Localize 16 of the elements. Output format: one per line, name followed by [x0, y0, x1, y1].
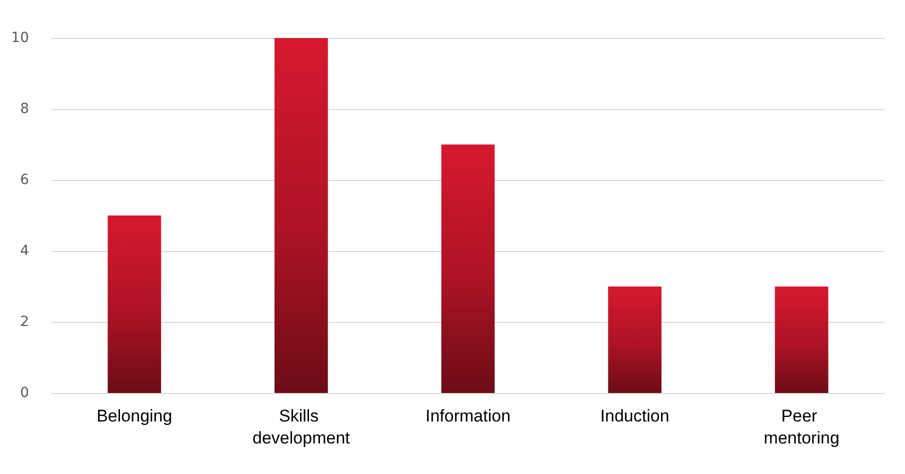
bar: [274, 38, 328, 393]
bar: [608, 286, 662, 393]
y-tick-label: 10: [11, 30, 29, 46]
bar: [441, 144, 495, 393]
x-tick-label: Skills development: [252, 406, 350, 448]
x-tick-label: Information: [425, 406, 511, 426]
x-tick-label: Peer mentoring: [764, 406, 840, 448]
y-tick-label: 8: [20, 101, 29, 117]
x-tick-label: Induction: [600, 406, 670, 426]
y-tick-label: 0: [20, 385, 29, 401]
y-tick-label: 2: [20, 314, 29, 330]
bar: [108, 216, 162, 393]
x-tick-label: Belonging: [96, 406, 172, 426]
bar: [774, 286, 828, 393]
y-tick-label: 6: [20, 172, 30, 188]
y-tick-label: 4: [20, 243, 30, 259]
